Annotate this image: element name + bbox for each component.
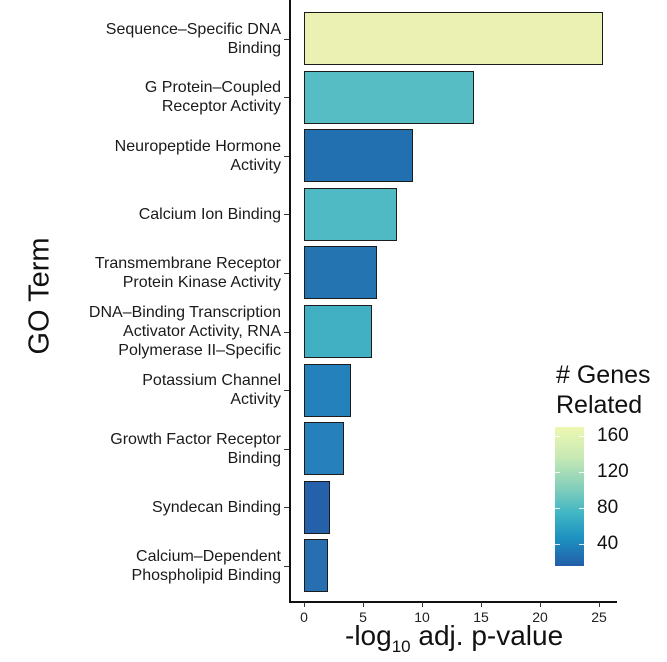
legend-tick — [579, 543, 584, 545]
x-tick — [481, 602, 483, 607]
x-tick-label: 25 — [591, 609, 607, 625]
x-tick — [363, 602, 365, 607]
bar — [304, 539, 328, 593]
bar — [304, 70, 474, 124]
x-tick-label: 0 — [300, 609, 308, 625]
bar — [304, 305, 373, 358]
y-tick — [284, 565, 289, 568]
bar — [304, 129, 413, 183]
y-tick-label: Syndecan Binding — [152, 498, 281, 516]
x-tick-label: 10 — [414, 609, 430, 625]
x-tick-label: 15 — [473, 609, 489, 625]
x-axis-title: -log10 adj. p-value — [345, 620, 563, 657]
y-tick — [284, 390, 289, 392]
y-tick-label: Sequence–Specific DNA Binding — [105, 20, 281, 57]
x-tick-label: 20 — [532, 609, 548, 625]
y-tick-label: Calcium–Dependent Phospholipid Binding — [131, 547, 281, 584]
bar — [304, 363, 352, 417]
x-axis-line — [289, 601, 617, 603]
legend-tick — [555, 543, 560, 545]
y-tick-label: Potassium Channel Activity — [142, 372, 281, 409]
legend-tick — [555, 471, 560, 473]
bar — [304, 12, 603, 65]
legend-label: 80 — [597, 496, 619, 518]
legend-label: 120 — [597, 460, 629, 482]
legend-label: 40 — [597, 532, 619, 554]
legend-tick — [579, 471, 584, 473]
y-tick — [284, 272, 289, 275]
legend-tick — [579, 435, 584, 437]
y-tick-label: Neuropeptide Hormone Activity — [114, 137, 281, 174]
x-tick — [304, 602, 306, 607]
x-title-prefix: -log — [345, 620, 392, 651]
legend-colorbar — [555, 427, 584, 566]
y-tick — [284, 97, 289, 99]
bar — [304, 246, 378, 300]
y-axis-line — [289, 0, 291, 603]
x-tick — [599, 602, 601, 607]
y-tick — [284, 38, 289, 40]
legend-title: # Genes Related — [556, 361, 651, 419]
bar — [304, 480, 330, 534]
y-tick — [284, 155, 289, 157]
x-title-suffix: adj. p-value — [410, 620, 564, 651]
x-tick — [540, 602, 542, 607]
legend-tick — [579, 507, 584, 509]
x-title-subscript: 10 — [391, 637, 411, 656]
legend-tick — [555, 507, 560, 509]
legend-tick — [555, 435, 560, 437]
y-tick-label: Transmembrane Receptor Protein Kinase Ac… — [94, 254, 281, 291]
y-tick — [284, 448, 289, 450]
y-axis-title: GO Term — [23, 237, 56, 355]
bar — [304, 422, 345, 476]
y-tick-label: Calcium Ion Binding — [138, 205, 281, 223]
y-tick-label: DNA–Binding Transcription Activator Acti… — [88, 304, 281, 359]
y-tick — [284, 214, 289, 216]
x-tick — [422, 602, 424, 607]
bar — [304, 187, 398, 241]
x-tick-label: 5 — [359, 609, 367, 625]
y-tick — [284, 331, 289, 333]
y-tick-label: G Protein–Coupled Receptor Activity — [144, 79, 281, 116]
legend-label: 160 — [597, 424, 629, 446]
y-tick-label: Growth Factor Receptor Binding — [110, 430, 281, 467]
y-tick — [284, 507, 289, 509]
